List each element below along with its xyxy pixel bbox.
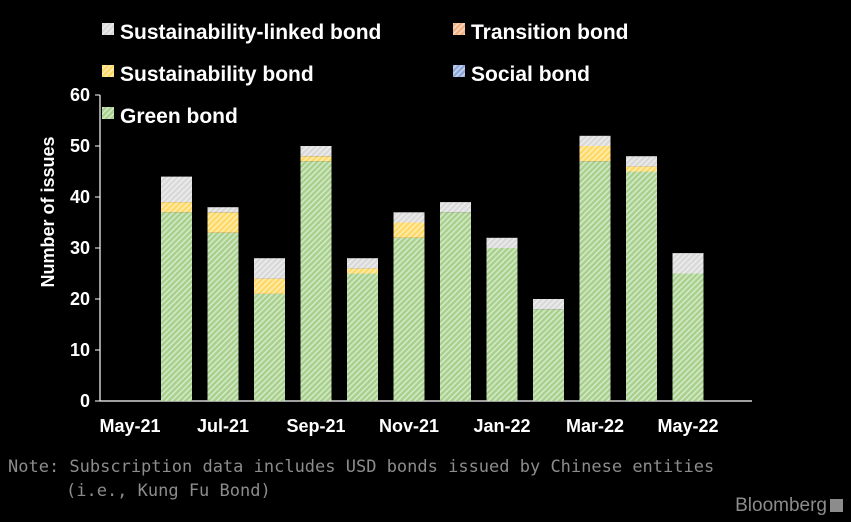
bar-segment-green-bond-dec-21 — [440, 212, 471, 401]
bar-segment-sustainability-bond-aug-21 — [254, 278, 285, 294]
x-tick-label: Mar-22 — [566, 416, 624, 436]
legend-label-green-bond: Green bond — [120, 105, 238, 128]
bar-segment-green-bond-feb-22 — [533, 309, 564, 401]
brand-text: Bloomberg — [735, 495, 827, 516]
legend-item-transition-bond: Transition bond — [453, 21, 629, 44]
bar-segment-sustainability-linked-bond-oct-21 — [347, 258, 378, 269]
note-line-2: (i.e., Kung Fu Bond) — [66, 481, 271, 501]
bar-segment-sustainability-linked-bond-sep-21 — [300, 146, 332, 157]
x-tick-label: Jan-22 — [473, 416, 530, 436]
legend-item-green-bond: Green bond — [102, 105, 238, 128]
bar-segment-sustainability-bond-apr-22 — [626, 166, 657, 172]
bar-segment-sustainability-bond-jun-21 — [161, 202, 192, 213]
bar-segment-sustainability-linked-bond-nov-21 — [393, 212, 425, 223]
y-axis-label: Number of issues — [38, 136, 58, 287]
x-tick-label: May-21 — [99, 416, 160, 436]
bar-segment-sustainability-linked-bond-mar-22 — [579, 135, 611, 146]
bar-segment-sustainability-bond-sep-21 — [300, 156, 332, 162]
bar-segment-green-bond-jun-21 — [161, 212, 192, 401]
footnote: Note: Subscription data includes USD bon… — [8, 455, 714, 503]
bar-segment-sustainability-linked-bond-feb-22 — [533, 299, 564, 310]
y-tick-label: 10 — [70, 340, 90, 360]
bar-segment-green-bond-aug-21 — [254, 293, 285, 401]
y-tick-label: 20 — [70, 289, 90, 309]
bar-segment-green-bond-oct-21 — [347, 273, 378, 401]
bar-segment-sustainability-bond-oct-21 — [347, 268, 378, 274]
bar-segment-sustainability-bond-nov-21 — [393, 222, 425, 238]
bar-segment-sustainability-linked-bond-jul-21 — [207, 207, 239, 213]
legend-label-sustainability-bond: Sustainability bond — [120, 63, 314, 86]
legend-item-sustainability-bond: Sustainability bond — [102, 63, 314, 86]
legend-item-social-bond: Social bond — [453, 63, 590, 86]
x-tick-label: May-22 — [657, 416, 718, 436]
bar-segment-green-bond-jan-22 — [486, 248, 518, 401]
note-line-1: Note: Subscription data includes USD bon… — [8, 457, 715, 477]
legend-label-social-bond: Social bond — [471, 63, 590, 86]
brand-mark-icon — [830, 499, 843, 512]
y-tick-label: 0 — [80, 391, 90, 411]
legend-item-sustainability-linked-bond: Sustainability-linked bond — [102, 21, 381, 44]
bar-segment-sustainability-linked-bond-dec-21 — [440, 202, 471, 213]
bar-segment-green-bond-sep-21 — [300, 161, 332, 401]
bar-segment-sustainability-linked-bond-jan-22 — [486, 237, 518, 248]
legend-label-sustainability-linked-bond: Sustainability-linked bond — [120, 21, 381, 44]
x-tick-label: Jul-21 — [197, 416, 249, 436]
bloomberg-logo: Bloomberg — [735, 495, 843, 517]
bar-segment-green-bond-mar-22 — [579, 161, 611, 401]
y-tick-label: 40 — [70, 187, 90, 207]
bar-segment-sustainability-bond-jul-21 — [207, 212, 239, 233]
bar-segment-sustainability-linked-bond-jun-21 — [161, 176, 192, 203]
bar-segment-green-bond-apr-22 — [626, 171, 657, 401]
bar-segment-sustainability-linked-bond-may-22 — [672, 253, 704, 274]
bar-segment-green-bond-may-22 — [672, 273, 704, 401]
legend-swatch-sustainability-linked-bond — [102, 23, 114, 35]
y-tick-label: 60 — [70, 85, 90, 105]
x-tick-label: Nov-21 — [379, 416, 439, 436]
y-tick-label: 30 — [70, 238, 90, 258]
bar-segment-green-bond-jul-21 — [207, 232, 239, 401]
bar-segment-sustainability-bond-mar-22 — [579, 146, 611, 162]
bar-segment-green-bond-nov-21 — [393, 237, 425, 401]
legend-swatch-social-bond — [453, 65, 465, 77]
y-tick-label: 50 — [70, 136, 90, 156]
x-tick-label: Sep-21 — [286, 416, 345, 436]
bar-segment-sustainability-linked-bond-apr-22 — [626, 156, 657, 167]
bar-segment-sustainability-linked-bond-aug-21 — [254, 258, 285, 279]
legend-swatch-sustainability-bond — [102, 65, 114, 77]
legend-swatch-transition-bond — [453, 23, 465, 35]
legend-label-transition-bond: Transition bond — [471, 21, 629, 44]
legend-swatch-green-bond — [102, 107, 114, 119]
